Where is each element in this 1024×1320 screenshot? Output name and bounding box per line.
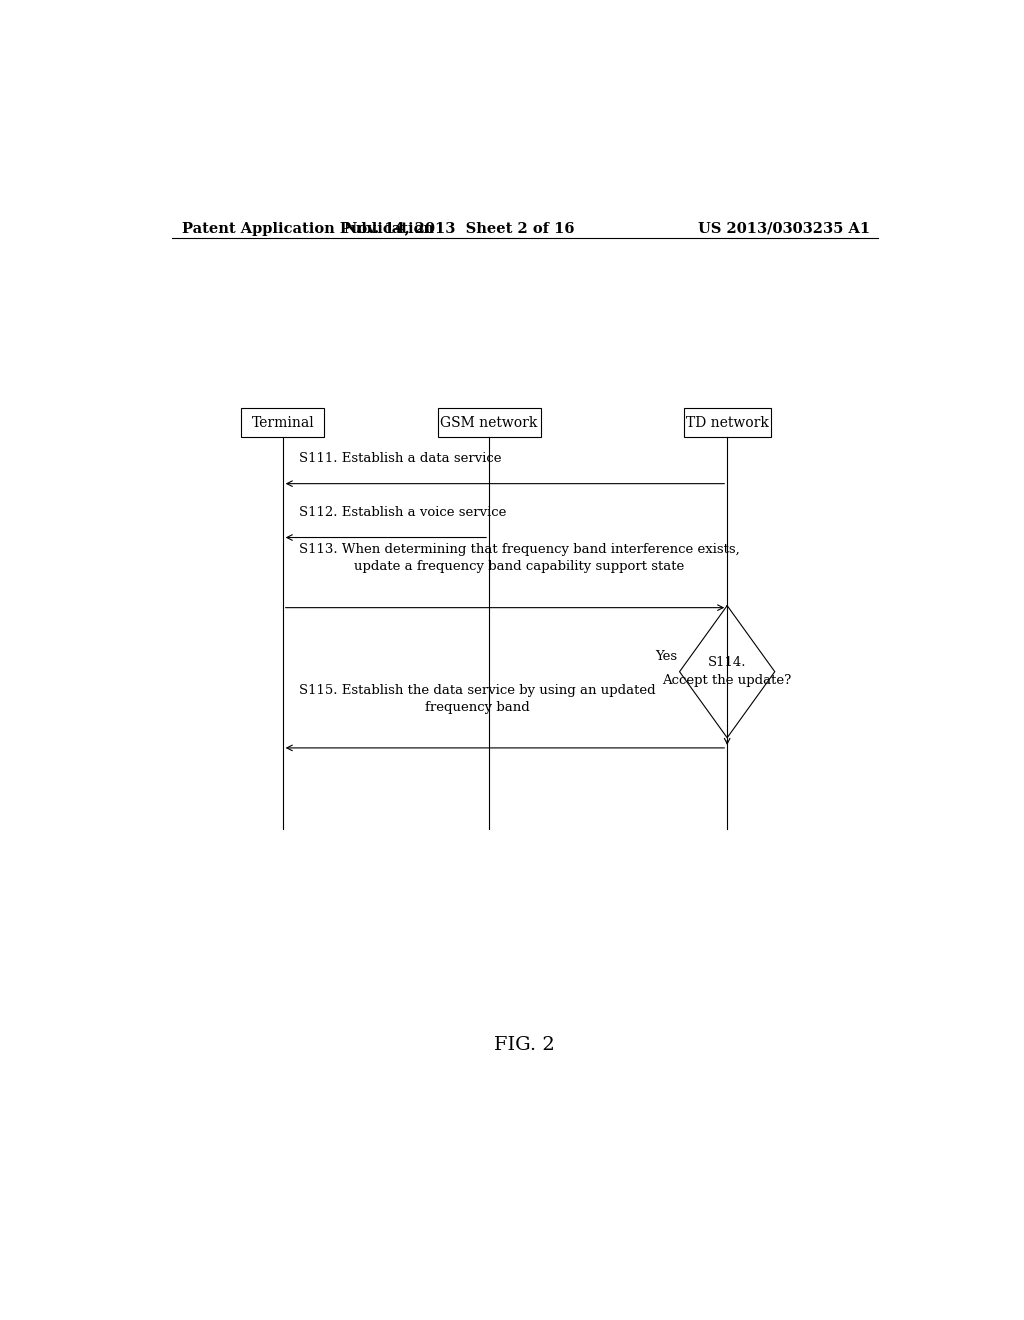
- Text: S112. Establish a voice service: S112. Establish a voice service: [299, 507, 506, 519]
- Text: S111. Establish a data service: S111. Establish a data service: [299, 453, 501, 466]
- Text: GSM network: GSM network: [440, 416, 538, 430]
- Bar: [437, 408, 541, 437]
- Text: S113. When determining that frequency band interference exists,
update a frequen: S113. When determining that frequency ba…: [299, 543, 739, 573]
- Text: US 2013/0303235 A1: US 2013/0303235 A1: [698, 222, 870, 235]
- Bar: [241, 408, 325, 437]
- Bar: [684, 408, 771, 437]
- Text: S115. Establish the data service by using an updated
frequency band: S115. Establish the data service by usin…: [299, 684, 655, 714]
- Text: Nov. 14, 2013  Sheet 2 of 16: Nov. 14, 2013 Sheet 2 of 16: [344, 222, 574, 235]
- Text: Patent Application Publication: Patent Application Publication: [182, 222, 434, 235]
- Text: Yes: Yes: [655, 649, 677, 663]
- Text: Terminal: Terminal: [251, 416, 314, 430]
- Text: S114.
Accept the update?: S114. Accept the update?: [663, 656, 792, 688]
- Text: FIG. 2: FIG. 2: [495, 1036, 555, 1053]
- Text: TD network: TD network: [686, 416, 769, 430]
